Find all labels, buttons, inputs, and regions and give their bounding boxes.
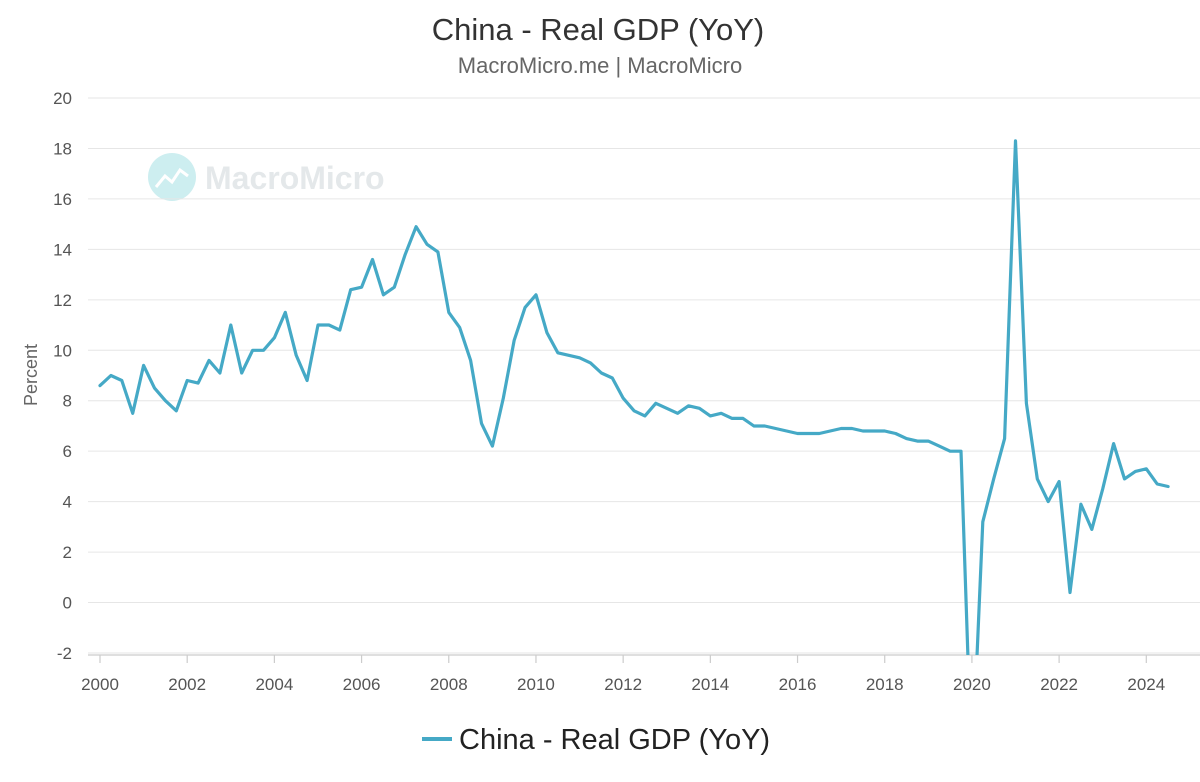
x-tick-label: 2008 bbox=[430, 675, 468, 694]
y-tick-label: 0 bbox=[63, 594, 72, 613]
y-tick-label: 6 bbox=[63, 442, 72, 461]
x-tick-label: 2004 bbox=[255, 675, 293, 694]
y-axis-ticks: -2 0 2 4 6 8 10 12 14 16 18 20 bbox=[53, 89, 72, 663]
x-tick-label: 2014 bbox=[691, 675, 729, 694]
x-tick-label: 2012 bbox=[604, 675, 642, 694]
x-tick-label: 2010 bbox=[517, 675, 555, 694]
watermark-logo-icon bbox=[148, 153, 196, 201]
x-tick-label: 2022 bbox=[1040, 675, 1078, 694]
x-tick-label: 2016 bbox=[779, 675, 817, 694]
series-line-china-real-gdp bbox=[98, 139, 1170, 655]
y-tick-label: 16 bbox=[53, 190, 72, 209]
x-tick-label: 2018 bbox=[866, 675, 904, 694]
x-axis-ticks: 2000 2002 2004 2006 2008 2010 2012 2014 2016 2018… bbox=[81, 655, 1165, 694]
x-tick-label: 2024 bbox=[1127, 675, 1165, 694]
y-tick-label: 10 bbox=[53, 341, 72, 360]
chart-subtitle: MacroMicro.me | MacroMicro bbox=[458, 53, 742, 78]
watermark-chart-icon bbox=[154, 167, 189, 188]
y-tick-label: 4 bbox=[63, 493, 72, 512]
y-tick-label: 12 bbox=[53, 291, 72, 310]
y-tick-label: 2 bbox=[63, 543, 72, 562]
x-tick-label: 2020 bbox=[953, 675, 991, 694]
legend[interactable]: China - Real GDP (YoY) bbox=[422, 724, 770, 756]
x-tick-label: 2006 bbox=[343, 675, 381, 694]
watermark-text: MacroMicro bbox=[205, 160, 385, 196]
x-tick-label: 2002 bbox=[168, 675, 206, 694]
legend-label: China - Real GDP (YoY) bbox=[459, 724, 770, 756]
y-tick-label: 14 bbox=[53, 240, 72, 259]
watermark: MacroMicro bbox=[148, 153, 385, 201]
chart-title: China - Real GDP (YoY) bbox=[432, 12, 765, 47]
y-axis-label: Percent bbox=[21, 344, 41, 406]
y-tick-label: 20 bbox=[53, 89, 72, 108]
y-tick-label: -2 bbox=[57, 644, 72, 663]
grid-lines bbox=[88, 97, 1200, 656]
x-tick-label: 2000 bbox=[81, 675, 119, 694]
y-tick-label: 8 bbox=[63, 392, 72, 411]
y-tick-label: 18 bbox=[53, 139, 72, 158]
